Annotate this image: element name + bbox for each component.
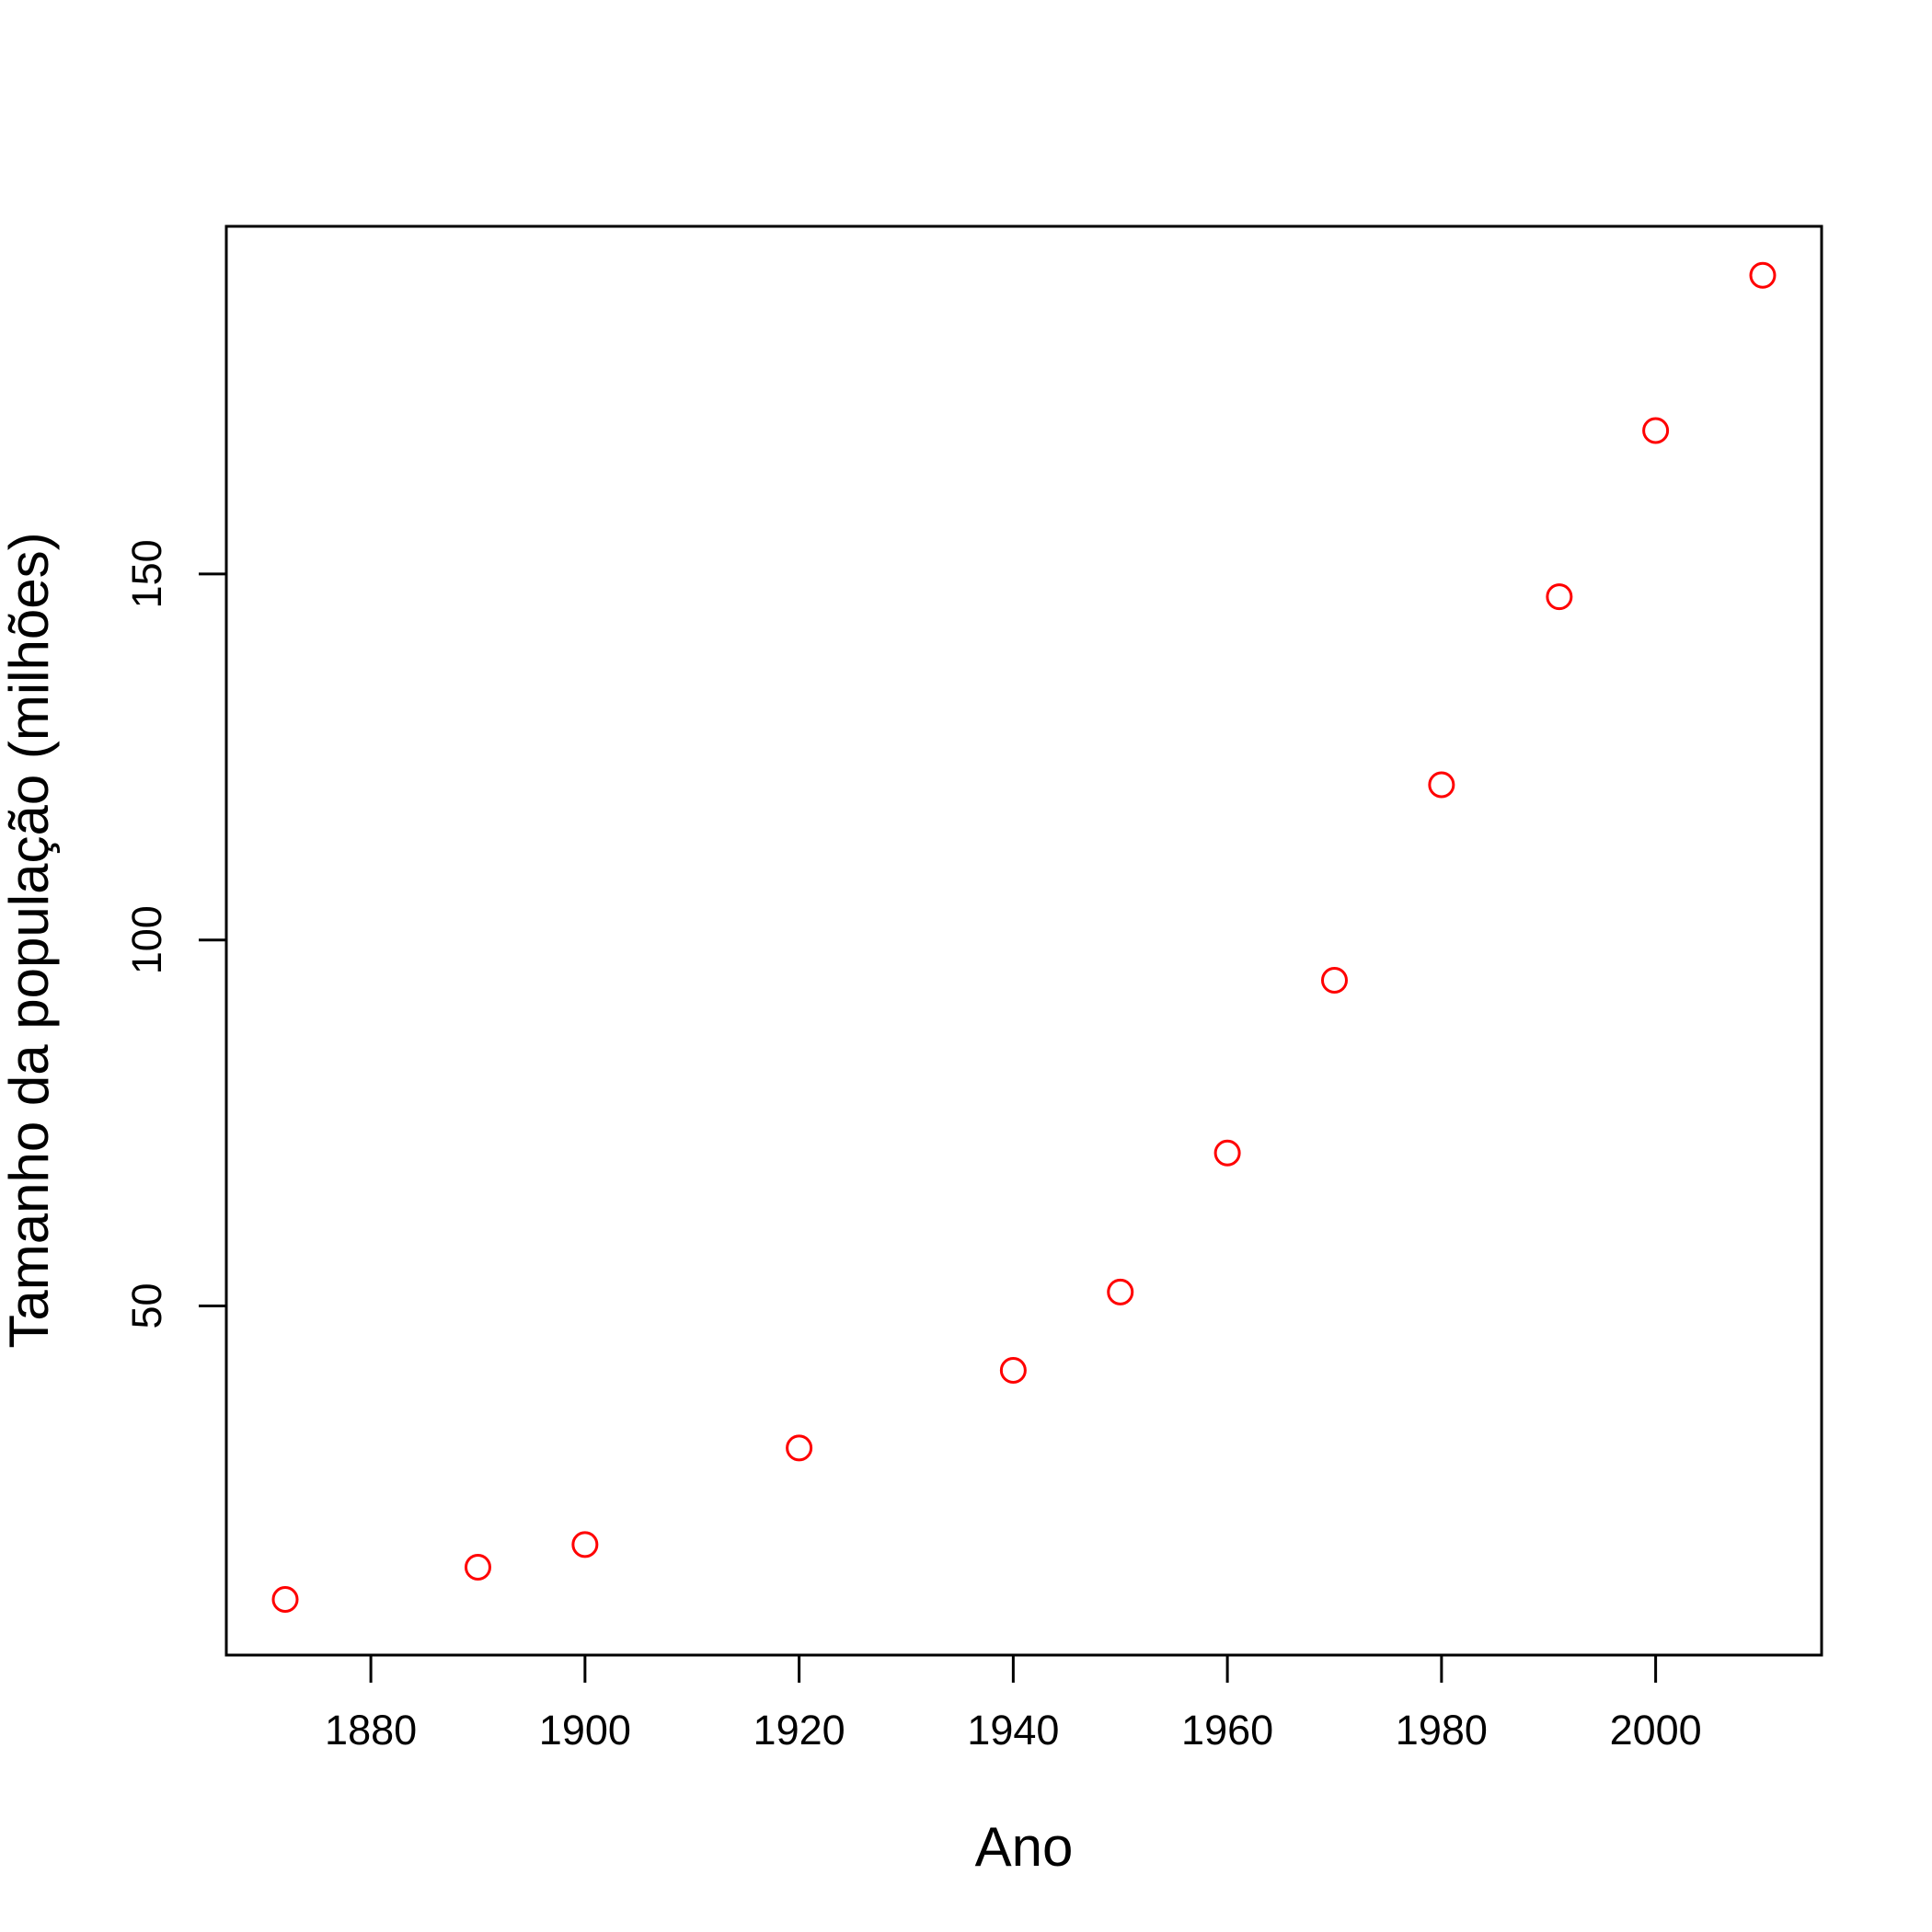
x-tick-label: 1940	[967, 1707, 1059, 1754]
y-tick-label: 150	[123, 539, 170, 608]
data-points	[271, 261, 1777, 1614]
data-point	[571, 1531, 599, 1558]
data-point	[1428, 771, 1455, 799]
y-axis: 50 100 150	[123, 539, 228, 1329]
y-axis-title: Tamanho da população (milhões)	[0, 532, 60, 1348]
data-point	[999, 1357, 1027, 1385]
data-point	[1107, 1278, 1134, 1305]
y-tick-label: 50	[123, 1282, 170, 1328]
data-point	[1320, 966, 1348, 994]
x-tick-label: 1920	[753, 1707, 845, 1754]
data-point	[1642, 417, 1670, 444]
data-point	[1213, 1139, 1241, 1167]
data-point	[1546, 583, 1573, 611]
plot-frame	[224, 224, 1823, 1657]
data-point	[786, 1434, 813, 1462]
x-tick-label: 1960	[1181, 1707, 1273, 1754]
x-tick-label: 1980	[1396, 1707, 1488, 1754]
x-tick-label: 2000	[1610, 1707, 1702, 1754]
data-point	[1749, 261, 1777, 289]
x-axis: 1880 1900 1920 1940 1960 1980 2000	[325, 1653, 1702, 1754]
y-tick-label: 100	[123, 905, 170, 974]
data-point	[464, 1554, 491, 1581]
data-point	[271, 1586, 299, 1614]
x-tick-label: 1900	[539, 1707, 631, 1754]
x-tick-label: 1880	[325, 1707, 417, 1754]
x-axis-title: Ano	[975, 1816, 1074, 1878]
